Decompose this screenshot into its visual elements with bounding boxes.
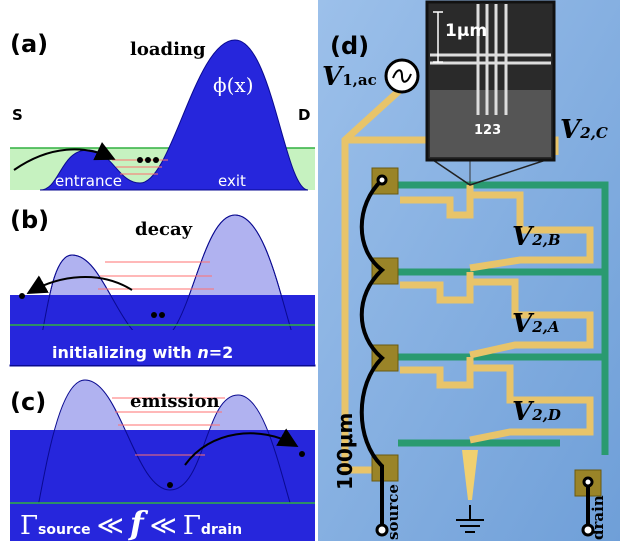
panel-label: (c) <box>10 388 46 416</box>
relation-sign: ≪ <box>97 511 124 541</box>
subscript: source <box>38 522 91 538</box>
panel-title: decay <box>135 219 193 240</box>
scale-label: 100μm <box>333 413 357 490</box>
sub: 2,C <box>579 124 608 142</box>
figure: (a) loading ϕ(x) S D entrance exit (b) d… <box>0 0 620 541</box>
panel-label: (d) <box>330 32 369 60</box>
sub: 2,B <box>531 231 560 249</box>
caption: initializing with n=2 <box>52 343 233 362</box>
drain-label: drain <box>589 495 607 540</box>
panel-label: (b) <box>10 206 49 234</box>
caption-text: initializing with <box>52 343 197 362</box>
caption-rest: =2 <box>209 343 234 362</box>
panel-a: (a) loading ϕ(x) S D entrance exit <box>10 30 315 190</box>
entrance-label: entrance <box>55 172 122 190</box>
subscript: drain <box>201 522 242 538</box>
source-label: S <box>12 106 23 124</box>
electrons <box>137 157 159 163</box>
potential-label: ϕ(x) <box>213 73 254 97</box>
relation-sign: ≪ <box>150 511 177 541</box>
sub: 2,D <box>531 406 561 424</box>
panel-d: 1μm 123 (d) V1,ac V2,C V2,B V2,A V2,D 10… <box>318 0 620 541</box>
potential <box>40 40 308 190</box>
drain-label: D <box>298 106 310 124</box>
inset-scale-label: 1μm <box>445 21 487 41</box>
panel-c: (c) emission Γsource≪f≪Γdrain <box>10 380 315 541</box>
caption-n: n <box>197 343 208 362</box>
panel-title: emission <box>130 391 220 412</box>
sub: 1,ac <box>342 71 377 89</box>
gamma: Γ <box>183 511 201 541</box>
gamma: Γ <box>20 511 38 541</box>
panel-title: loading <box>130 39 206 60</box>
panel-b: (b) decay initializing with n=2 <box>10 206 315 366</box>
gate-numbers: 123 <box>474 123 501 138</box>
sub: 2,A <box>531 318 559 336</box>
panel-label: (a) <box>10 30 48 58</box>
source-label: source <box>384 484 402 540</box>
exit-label: exit <box>218 172 246 190</box>
